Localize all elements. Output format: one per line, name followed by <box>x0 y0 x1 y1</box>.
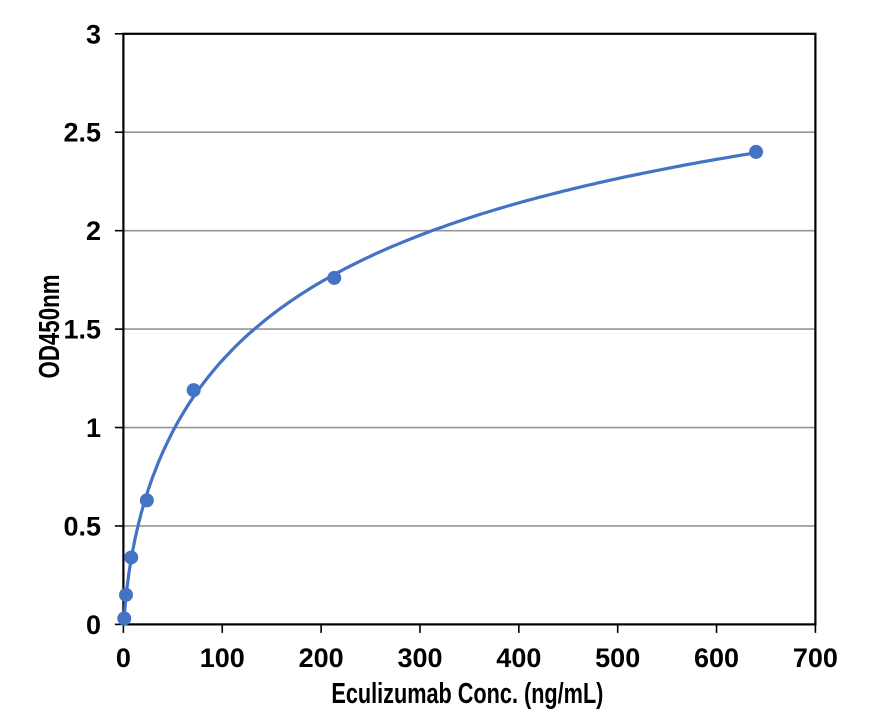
svg-text:1: 1 <box>86 413 101 443</box>
svg-text:2: 2 <box>86 216 101 246</box>
svg-text:0: 0 <box>86 610 101 640</box>
svg-text:1.5: 1.5 <box>63 315 101 345</box>
svg-text:400: 400 <box>496 643 541 673</box>
svg-text:600: 600 <box>694 643 739 673</box>
svg-text:2.5: 2.5 <box>63 118 101 148</box>
svg-text:700: 700 <box>793 643 838 673</box>
svg-text:0: 0 <box>116 643 131 673</box>
svg-text:3: 3 <box>86 19 101 49</box>
svg-text:0.5: 0.5 <box>63 512 101 542</box>
svg-text:OD450nm: OD450nm <box>34 275 66 379</box>
svg-text:100: 100 <box>200 643 245 673</box>
svg-text:300: 300 <box>397 643 442 673</box>
svg-text:500: 500 <box>595 643 640 673</box>
svg-text:Eculizumab Conc. (ng/mL): Eculizumab Conc. (ng/mL) <box>331 678 603 710</box>
svg-text:200: 200 <box>299 643 344 673</box>
